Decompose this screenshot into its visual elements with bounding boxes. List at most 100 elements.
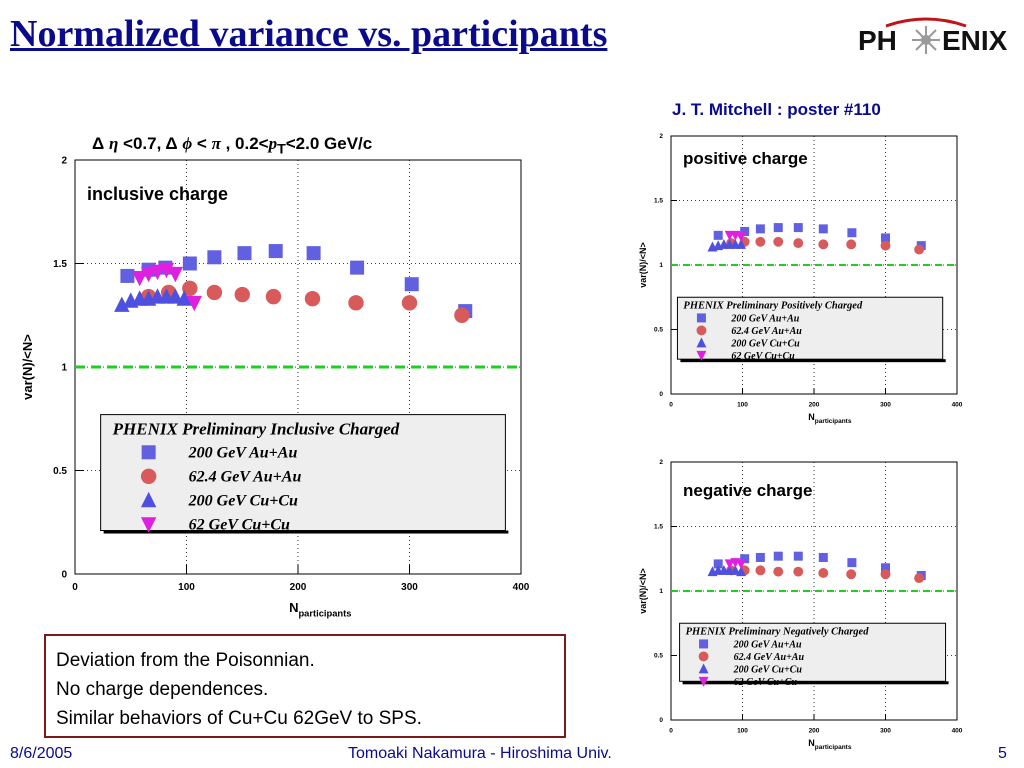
- square-marker: [404, 277, 419, 292]
- series-3: [707, 564, 747, 577]
- legend-entry-label: 62 GeV Cu+Cu: [731, 351, 795, 362]
- circle-marker: [914, 573, 925, 584]
- legend-box: [100, 414, 506, 532]
- triangle-down-marker: [140, 266, 157, 283]
- square-marker: [773, 223, 783, 233]
- square-marker: [793, 551, 803, 561]
- square-marker: [350, 260, 365, 275]
- legend-circle-marker: [696, 325, 707, 336]
- legend-entry-label: 200 GeV Cu+Cu: [733, 664, 803, 675]
- square-marker: [268, 244, 283, 259]
- negative-chart: 0 100 200 300 400 0 0.5 1 1.5 2 Nparticipants var(N…: [638, 459, 963, 751]
- legend-title: PHENIX Preliminary Negatively Charged: [686, 626, 870, 637]
- cuts-phi: ϕ: [182, 134, 193, 153]
- phoenix-star-icon: [885, 17, 967, 54]
- summary-line-3: Similar behaviors of Cu+Cu 62GeV to SPS.: [56, 708, 422, 729]
- x-tick-label: 400: [952, 728, 963, 735]
- y-axis-label: var(N)/<N>: [20, 334, 35, 400]
- triangle-up-marker: [730, 564, 741, 575]
- square-marker: [740, 554, 750, 564]
- cuts-pi: π: [211, 134, 221, 153]
- legend-entry-label: 200 GeV Cu+Cu: [730, 338, 800, 349]
- legend-triangle-down-marker: [698, 676, 709, 687]
- legend-entry-label: 62.4 GeV Au+Au: [189, 469, 302, 486]
- square-marker: [755, 552, 765, 562]
- legend-square-marker: [696, 313, 706, 323]
- panel-label: positive charge: [683, 149, 808, 168]
- legend-entry-label: 62 GeV Cu+Cu: [734, 677, 798, 688]
- legend-entry-label: 62.4 GeV Au+Au: [731, 326, 802, 337]
- y-axis-label: var(N)/<N>: [638, 568, 648, 614]
- y-tick-label: 1.5: [654, 524, 663, 531]
- legend-shadow: [103, 530, 509, 534]
- square-marker: [713, 230, 723, 240]
- square-marker: [120, 268, 135, 283]
- footer-page-number: 5: [998, 745, 1007, 762]
- triangle-down-marker: [158, 262, 175, 279]
- circle-marker: [818, 567, 829, 578]
- legend-title: PHENIX Preliminary Positively Charged: [683, 300, 863, 311]
- legend-square-marker: [699, 639, 709, 649]
- square-marker: [182, 256, 197, 271]
- legend-triangle-down-marker: [696, 350, 707, 361]
- square-marker: [755, 224, 765, 234]
- y-axis-label: var(N)/<N>: [638, 242, 648, 288]
- footer-author: Tomoaki Nakamura - Hiroshima Univ.: [348, 745, 612, 762]
- circle-marker: [880, 240, 891, 251]
- cuts-eta: η: [108, 134, 119, 153]
- legend-title: PHENIX Preliminary Inclusive Charged: [112, 420, 400, 439]
- square-marker: [847, 558, 857, 568]
- legend-entry-label: 200 GeV Au+Au: [730, 313, 799, 324]
- y-tick-label: 0.5: [53, 466, 67, 477]
- legend-entry-label: 200 GeV Au+Au: [733, 639, 802, 650]
- x-axis-label: Nparticipants: [289, 600, 351, 619]
- circle-marker: [818, 239, 829, 250]
- slide-title: Normalized variance vs. participants: [10, 13, 608, 55]
- kinematic-cuts: Δ η <0.7, Δ ϕ < π , 0.2<pT<2.0 GeV/c: [92, 134, 373, 158]
- legend-entry-label: 62 GeV Cu+Cu: [189, 517, 290, 534]
- triangle-down-marker: [736, 232, 747, 243]
- legend-square-marker: [141, 445, 156, 460]
- circle-marker: [454, 307, 470, 323]
- triangle-up-marker: [167, 288, 184, 304]
- x-tick-label: 300: [401, 582, 418, 593]
- legend-entry-label: 200 GeV Cu+Cu: [188, 493, 298, 510]
- legend-entry-label: 200 GeV Au+Au: [188, 445, 298, 462]
- legend-triangle-up-marker: [696, 337, 707, 348]
- circle-marker: [234, 286, 250, 303]
- x-axis-label: Nparticipants: [808, 738, 852, 751]
- y-tick-label: 2: [61, 155, 67, 166]
- circle-marker: [182, 280, 198, 297]
- square-marker: [237, 246, 252, 261]
- y-tick-label: 0: [659, 391, 663, 398]
- positive-chart: 0 100 200 300 400 0 0.5 1 1.5 2 Nparticipants var(N…: [638, 133, 963, 425]
- circle-marker: [773, 236, 784, 247]
- square-marker: [740, 226, 750, 236]
- y-tick-label: 1: [659, 262, 663, 269]
- legend-circle-marker: [140, 468, 157, 484]
- legend-entry-label: 62.4 GeV Au+Au: [734, 652, 805, 663]
- y-tick-label: 1.5: [53, 259, 67, 270]
- circle-marker: [755, 565, 766, 576]
- triangle-down-marker: [736, 559, 747, 570]
- cuts-delta-eta-symbol: Δ: [92, 134, 105, 153]
- legend-box: [676, 296, 944, 360]
- circle-marker: [880, 569, 891, 580]
- circle-marker: [846, 569, 857, 580]
- triangle-down-marker: [149, 264, 166, 281]
- x-tick-label: 200: [809, 402, 820, 409]
- x-tick-label: 300: [880, 402, 891, 409]
- legend-shadow: [680, 359, 946, 363]
- y-tick-label: 0: [659, 717, 663, 724]
- y-tick-label: 1: [61, 362, 67, 373]
- summary-box: Deviation from the Poisonnian. No charge…: [44, 634, 566, 738]
- x-tick-label: 100: [178, 582, 195, 593]
- logo-text-right: ENIX: [942, 25, 1008, 56]
- series-2: [726, 565, 925, 584]
- x-tick-label: 200: [290, 582, 307, 593]
- square-marker: [713, 559, 723, 569]
- circle-marker: [348, 295, 364, 311]
- circle-marker: [793, 238, 804, 249]
- series-4: [724, 558, 747, 570]
- inclusive-chart: 0 100 200 300 400 0 0.5 1 1.5 2 Nparticipants var(N…: [20, 155, 530, 619]
